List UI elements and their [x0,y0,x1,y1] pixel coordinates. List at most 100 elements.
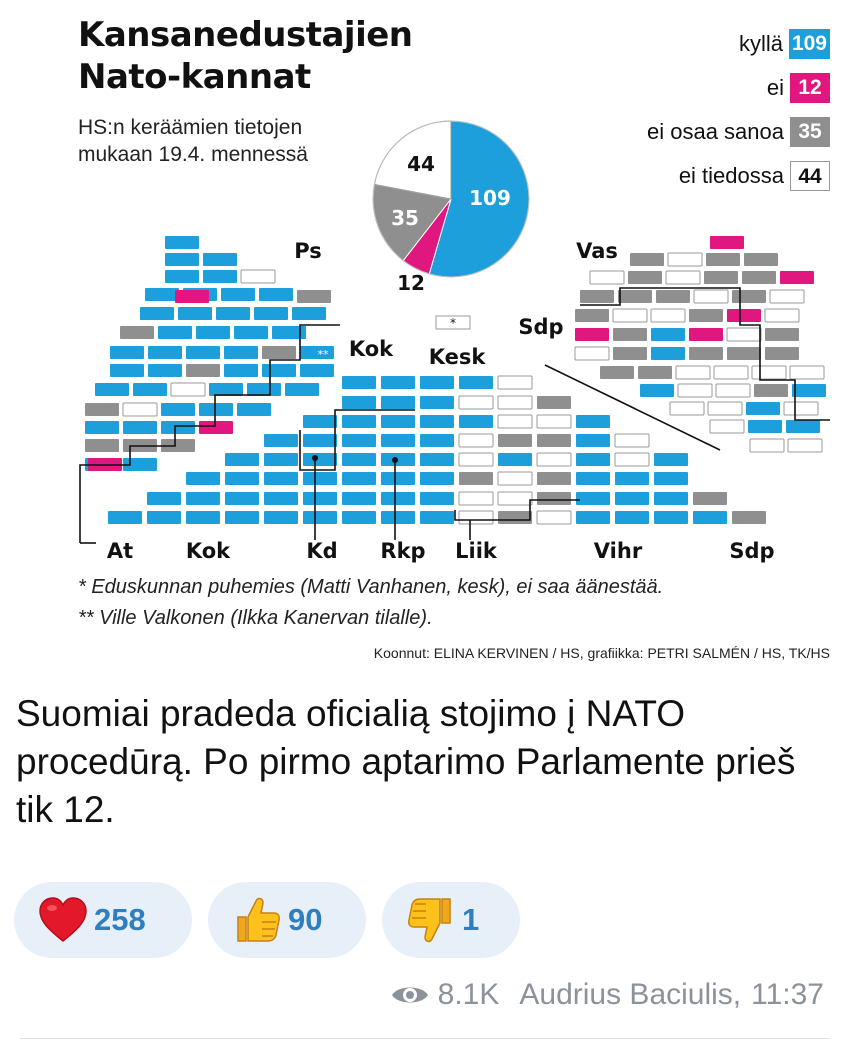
legend-item-no: ei 12 [510,66,830,110]
seat [165,236,199,249]
seat [342,376,376,389]
party-divider-line [580,287,830,421]
seat [216,307,250,320]
seat [110,364,144,377]
party-label-bottom: Rkp [380,539,425,563]
reaction-heart-button[interactable]: 258 [14,882,192,958]
seat [178,307,212,320]
reaction-thumbs-down-button[interactable]: 1 [382,882,520,958]
seat [85,439,119,452]
seat [665,270,701,285]
seat [381,472,415,485]
subtitle-line-2: mukaan 19.4. mennessä [78,143,308,166]
seat [651,328,685,341]
seat [576,453,610,466]
seat [186,346,220,359]
heart-icon [38,897,88,943]
party-label-bottom: Kd [306,539,337,563]
seat [689,347,723,360]
seat [420,511,454,524]
seat [303,511,337,524]
seat [234,326,268,339]
pie-outline [372,120,530,278]
legend-item-unknown: ei tiedossa 44 [510,154,830,198]
seat [630,253,664,266]
reaction-count: 90 [288,902,323,937]
seat [161,439,195,452]
seat [170,382,206,397]
seat [710,236,744,249]
eye-icon [390,982,430,1008]
seat [303,472,337,485]
reaction-thumbs-up-button[interactable]: 90 [208,882,366,958]
seat [161,403,195,416]
seat [110,346,144,359]
party-divider-line [299,409,415,471]
seat [186,511,220,524]
seat [537,434,571,447]
seat [497,471,533,486]
seat [783,401,819,416]
message-footer: 8.1K Audrius Baciulis, 11:37 [390,978,824,1012]
seat [713,365,749,380]
seat [667,252,703,267]
seat [158,326,192,339]
seat [85,403,119,416]
party-marker-dot [392,457,398,463]
seat [95,383,129,396]
seat [303,453,337,466]
seat [262,364,296,377]
pie-label-yes: 109 [469,186,511,210]
seat [225,453,259,466]
seat [420,415,454,428]
seat [618,290,652,303]
seat [303,434,337,447]
seat [133,383,167,396]
substitute-marker: ** [318,348,330,361]
seat [707,401,743,416]
seat [615,511,649,524]
seat [225,472,259,485]
party-label-kok: Kok [349,337,394,361]
nato-infographic[interactable]: * ** Ps Kok Kesk Vas Sdp At Kok Kd Rkp Liik Vihr Sdp 1… [0,0,850,680]
seat [689,309,723,322]
seat [574,346,610,361]
message-time: 11:37 [751,978,824,1011]
seat [145,288,179,301]
subtitle-line-1: HS:n keräämien tietojen [78,116,303,139]
seat [614,452,650,467]
message-text: Suomiai pradeda oficialią stojimo į NATO… [16,693,796,830]
legend-value: 35 [790,117,830,147]
seat [272,326,306,339]
seat [420,396,454,409]
seat [264,492,298,505]
infographic-title: Kansanedustajien Nato-kannat [78,14,413,98]
seat [536,414,572,429]
party-marker-dot [312,455,318,461]
seat [342,396,376,409]
seat [786,420,820,433]
seat [221,288,255,301]
seat [420,434,454,447]
seat [654,472,688,485]
seat [262,346,296,359]
seat [576,415,610,428]
seat [186,492,220,505]
seat [536,452,572,467]
seat [576,472,610,485]
seat [498,434,532,447]
seat [300,346,334,359]
seat [780,271,814,284]
seat [727,309,761,322]
pie-label-no: 12 [397,271,425,295]
seat [300,364,334,377]
seat [342,472,376,485]
seat [224,346,258,359]
thumbs-down-icon [406,895,456,945]
seat [237,403,271,416]
seat [459,415,493,428]
seat [580,290,614,303]
seat [654,453,688,466]
seat [497,414,533,429]
